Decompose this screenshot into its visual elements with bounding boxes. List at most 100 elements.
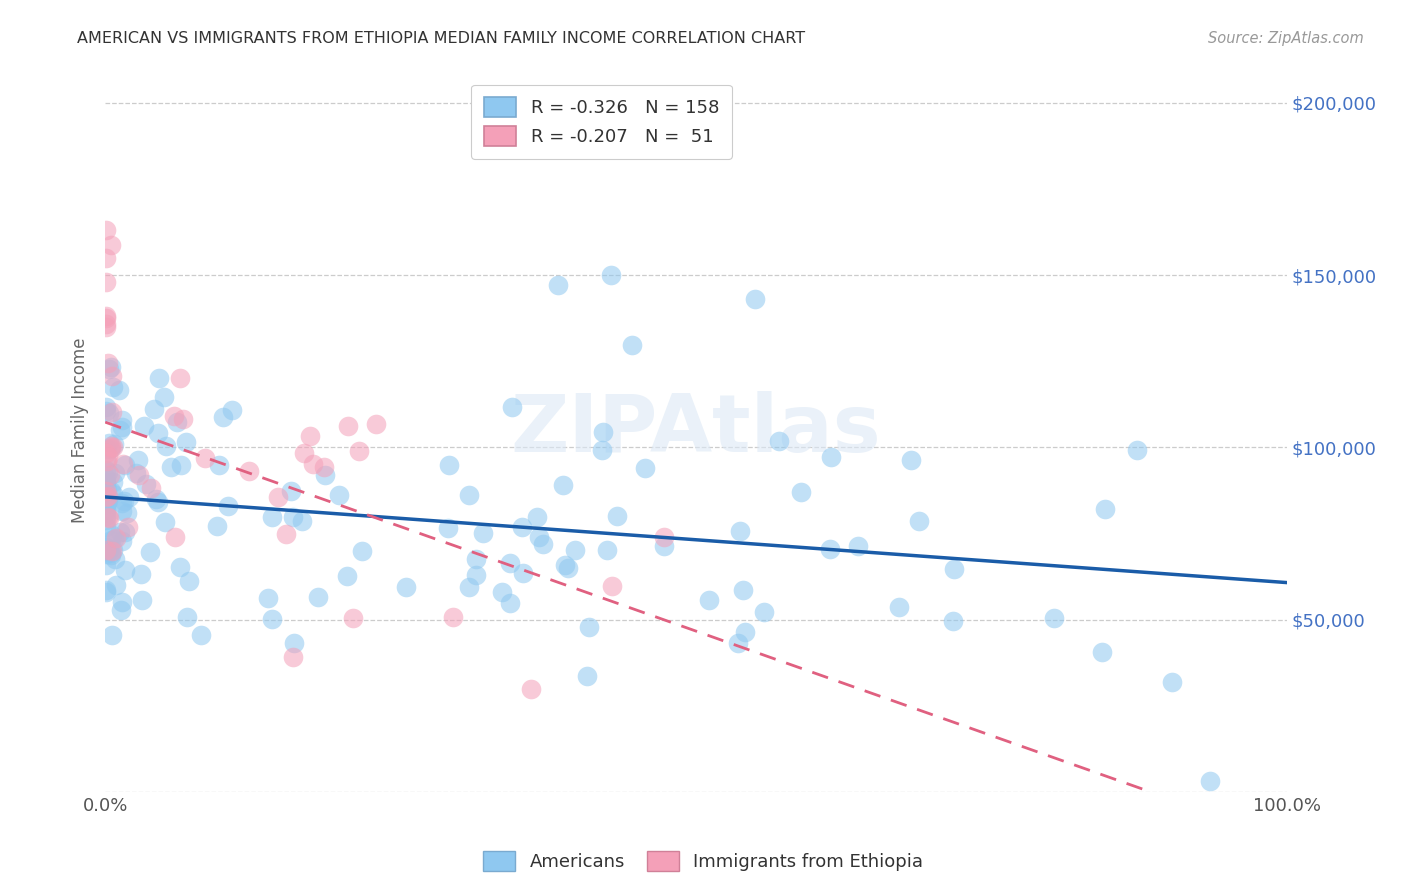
Point bbox=[728, 524, 751, 538]
Point bbox=[292, 446, 315, 460]
Legend: Americans, Immigrants from Ethiopia: Americans, Immigrants from Ethiopia bbox=[475, 844, 931, 879]
Point bbox=[103, 437, 125, 451]
Point bbox=[96, 585, 118, 599]
Point bbox=[283, 509, 305, 524]
Point bbox=[163, 531, 186, 545]
Point bbox=[169, 560, 191, 574]
Point bbox=[211, 409, 233, 424]
Point bbox=[291, 514, 314, 528]
Point bbox=[96, 490, 118, 504]
Point bbox=[591, 442, 613, 457]
Point bbox=[256, 591, 278, 606]
Point bbox=[512, 566, 534, 580]
Point bbox=[160, 459, 183, 474]
Point bbox=[208, 458, 231, 473]
Point bbox=[115, 506, 138, 520]
Point bbox=[100, 548, 122, 562]
Point bbox=[169, 371, 191, 385]
Point bbox=[501, 400, 523, 414]
Point bbox=[101, 369, 124, 384]
Point bbox=[100, 546, 122, 560]
Point bbox=[752, 605, 775, 619]
Point bbox=[145, 491, 167, 506]
Point bbox=[111, 533, 134, 548]
Point bbox=[578, 620, 600, 634]
Point bbox=[531, 537, 554, 551]
Point bbox=[768, 434, 790, 448]
Point bbox=[1161, 674, 1184, 689]
Point bbox=[207, 519, 229, 533]
Point bbox=[194, 451, 217, 466]
Point bbox=[652, 539, 675, 553]
Point bbox=[314, 468, 336, 483]
Point bbox=[98, 442, 121, 456]
Point bbox=[697, 593, 720, 607]
Point bbox=[818, 542, 841, 557]
Y-axis label: Median Family Income: Median Family Income bbox=[72, 337, 89, 523]
Point bbox=[283, 635, 305, 649]
Point bbox=[96, 520, 118, 534]
Point bbox=[97, 436, 120, 450]
Point bbox=[1094, 502, 1116, 516]
Point bbox=[135, 477, 157, 491]
Point bbox=[900, 452, 922, 467]
Point bbox=[557, 561, 579, 575]
Point bbox=[217, 499, 239, 513]
Point bbox=[96, 505, 118, 519]
Point bbox=[471, 526, 494, 541]
Point bbox=[96, 513, 118, 527]
Point bbox=[97, 362, 120, 376]
Point bbox=[364, 417, 387, 431]
Point bbox=[1126, 443, 1149, 458]
Point bbox=[96, 502, 118, 516]
Point bbox=[108, 423, 131, 437]
Point bbox=[101, 543, 124, 558]
Point bbox=[554, 558, 576, 572]
Point bbox=[96, 404, 118, 418]
Point bbox=[96, 317, 118, 331]
Point bbox=[547, 278, 569, 293]
Point bbox=[96, 311, 118, 326]
Point bbox=[1091, 645, 1114, 659]
Point bbox=[96, 497, 118, 511]
Text: AMERICAN VS IMMIGRANTS FROM ETHIOPIA MEDIAN FAMILY INCOME CORRELATION CHART: AMERICAN VS IMMIGRANTS FROM ETHIOPIA MED… bbox=[77, 31, 806, 46]
Point bbox=[499, 556, 522, 570]
Point bbox=[104, 466, 127, 480]
Point bbox=[104, 578, 127, 592]
Point bbox=[101, 528, 124, 542]
Point bbox=[114, 458, 136, 472]
Point bbox=[96, 223, 118, 237]
Point bbox=[820, 450, 842, 465]
Point bbox=[118, 490, 141, 504]
Point bbox=[148, 371, 170, 385]
Point bbox=[176, 609, 198, 624]
Point bbox=[551, 477, 574, 491]
Point bbox=[846, 539, 869, 553]
Point bbox=[96, 463, 118, 477]
Point bbox=[337, 419, 360, 434]
Point bbox=[146, 425, 169, 440]
Point bbox=[96, 355, 118, 369]
Point bbox=[267, 490, 290, 504]
Point bbox=[101, 441, 124, 455]
Point bbox=[314, 460, 336, 475]
Point bbox=[734, 624, 756, 639]
Point bbox=[111, 595, 134, 609]
Point bbox=[464, 568, 486, 582]
Point bbox=[97, 490, 120, 504]
Point bbox=[97, 465, 120, 479]
Point bbox=[131, 593, 153, 607]
Point bbox=[733, 583, 755, 598]
Point bbox=[606, 508, 628, 523]
Point bbox=[1043, 610, 1066, 624]
Point bbox=[143, 402, 166, 417]
Point bbox=[127, 453, 149, 467]
Point bbox=[101, 627, 124, 641]
Point bbox=[96, 482, 118, 496]
Point bbox=[112, 457, 135, 471]
Point bbox=[441, 610, 464, 624]
Point bbox=[96, 495, 118, 509]
Point bbox=[654, 530, 676, 544]
Point bbox=[100, 533, 122, 547]
Point bbox=[458, 487, 481, 501]
